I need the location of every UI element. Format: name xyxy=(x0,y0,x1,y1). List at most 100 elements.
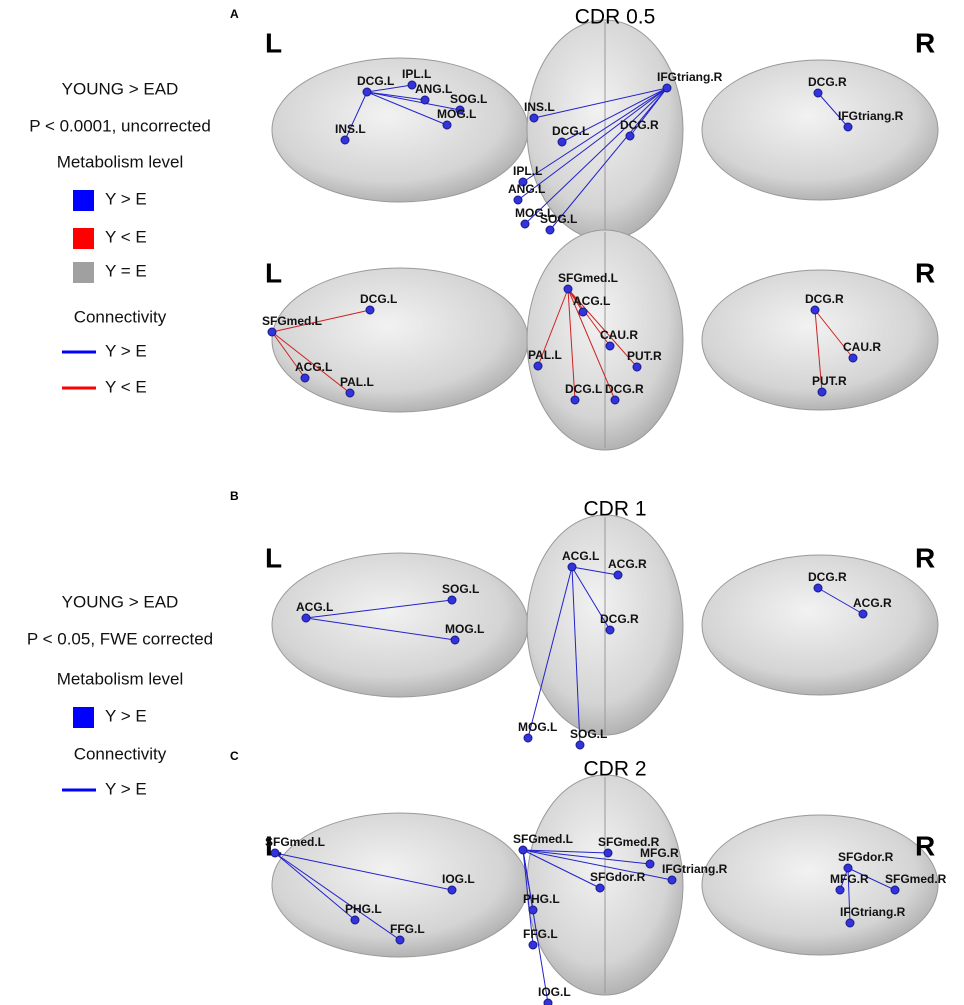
region-label: DCG.R xyxy=(620,118,659,132)
connection xyxy=(522,87,668,183)
legend-heading: Metabolism level xyxy=(57,152,184,171)
region-node xyxy=(528,940,538,950)
side-label: R xyxy=(915,27,935,58)
side-label: R xyxy=(915,257,935,288)
region-label: MOG.L xyxy=(437,107,476,121)
region-node xyxy=(523,733,533,743)
region-label: MOG.L xyxy=(445,622,484,636)
region-label: SFGmed.R xyxy=(885,872,947,886)
connection xyxy=(533,87,668,119)
legend-group: YOUNG > EAD xyxy=(62,592,179,611)
region-node xyxy=(813,583,823,593)
region-node xyxy=(632,362,642,372)
connection xyxy=(537,288,569,367)
region-node xyxy=(843,863,853,873)
connection xyxy=(814,309,854,359)
connection xyxy=(522,849,549,1004)
legend-swatch xyxy=(73,707,94,728)
region-label: DCG.L xyxy=(360,292,397,306)
region-node xyxy=(447,885,457,895)
legend-item: Y > E xyxy=(105,189,147,208)
region-label: PHG.L xyxy=(345,902,382,916)
connection xyxy=(366,91,426,101)
connection xyxy=(571,566,619,576)
region-label: IFGtriang.R xyxy=(838,109,904,123)
legend-item: Y > E xyxy=(105,341,147,360)
connection xyxy=(549,87,668,231)
connection xyxy=(271,331,351,394)
connection xyxy=(567,288,576,401)
panel-letter: C xyxy=(230,749,239,763)
connection xyxy=(567,288,616,401)
region-label: MFG.R xyxy=(640,846,679,860)
legend-group: YOUNG > EAD xyxy=(62,79,179,98)
region-node xyxy=(813,88,823,98)
legend-swatch xyxy=(73,190,94,211)
connection xyxy=(366,91,461,111)
connection xyxy=(305,617,456,641)
legend-threshold: P < 0.0001, uncorrected xyxy=(29,116,211,135)
region-node xyxy=(270,848,280,858)
connection xyxy=(522,849,673,881)
connection xyxy=(271,331,306,379)
region-node xyxy=(890,885,900,895)
brain-right xyxy=(701,554,939,696)
region-node xyxy=(420,95,430,105)
legend-item: Y < E xyxy=(105,227,147,246)
region-label: ACG.R xyxy=(608,557,647,571)
region-node xyxy=(300,373,310,383)
region-label: IPL.L xyxy=(402,67,431,81)
brain-right xyxy=(701,814,939,956)
region-node xyxy=(395,935,405,945)
brain-left xyxy=(271,57,529,203)
legend-heading: Connectivity xyxy=(74,744,167,763)
connection xyxy=(517,87,668,201)
region-node xyxy=(595,883,605,893)
region-label: SOG.L xyxy=(540,212,577,226)
region-label: ACG.L xyxy=(295,360,332,374)
region-label: SFGmed.R xyxy=(598,835,660,849)
region-label: ANG.L xyxy=(508,182,545,196)
connection xyxy=(271,309,371,333)
region-node xyxy=(528,905,538,915)
region-label: PUT.R xyxy=(627,349,662,363)
side-label: L xyxy=(265,27,282,58)
connection xyxy=(366,91,448,126)
region-node xyxy=(301,613,311,623)
connection xyxy=(571,566,581,746)
connection xyxy=(847,867,896,891)
region-node xyxy=(575,740,585,750)
region-node xyxy=(835,885,845,895)
panel-title: CDR 2 xyxy=(583,758,646,781)
region-node xyxy=(442,120,452,130)
region-label: SOG.L xyxy=(450,92,487,106)
legend-heading: Metabolism level xyxy=(57,669,184,688)
connection xyxy=(344,91,368,141)
brain-left xyxy=(271,552,529,698)
region-label: INS.L xyxy=(335,122,366,136)
region-node xyxy=(450,635,460,645)
region-label: SFGmed.L xyxy=(265,835,325,849)
region-label: SFGmed.L xyxy=(262,314,322,328)
legend-item: Y < E xyxy=(105,377,147,396)
region-label: SOG.L xyxy=(570,727,607,741)
region-node xyxy=(362,87,372,97)
region-node xyxy=(520,219,530,229)
region-label: ACG.L xyxy=(573,294,610,308)
brain-right xyxy=(701,59,939,201)
region-label: MOG.L xyxy=(515,206,554,220)
region-label: SOG.L xyxy=(442,582,479,596)
region-label: DCG.R xyxy=(808,75,847,89)
region-label: IFGtriang.R xyxy=(840,905,906,919)
region-label: SFGdor.R xyxy=(590,870,646,884)
legend-item: Y = E xyxy=(105,261,147,280)
region-node xyxy=(529,113,539,123)
region-label: CAU.R xyxy=(600,328,638,342)
side-label: R xyxy=(915,542,935,573)
brain-left xyxy=(271,267,529,413)
legend-swatch xyxy=(73,262,94,283)
region-node xyxy=(365,305,375,315)
region-node xyxy=(345,388,355,398)
region-node xyxy=(817,387,827,397)
region-node xyxy=(603,848,613,858)
